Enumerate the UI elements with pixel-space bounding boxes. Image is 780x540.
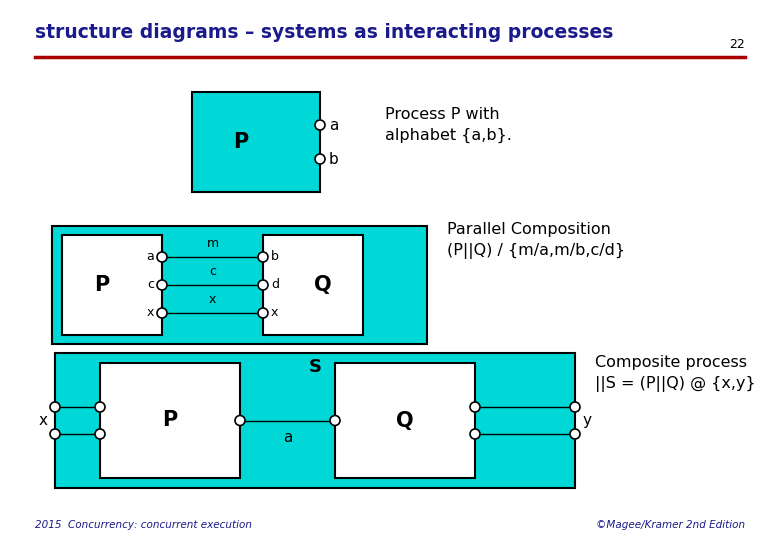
Text: b: b (271, 251, 279, 264)
Text: P: P (162, 410, 178, 430)
Circle shape (470, 429, 480, 439)
Bar (100, 363, 240, 478)
Circle shape (157, 308, 167, 318)
Text: P: P (94, 275, 110, 295)
Circle shape (315, 120, 325, 130)
Circle shape (570, 402, 580, 412)
Text: a: a (329, 118, 339, 132)
Circle shape (95, 402, 105, 412)
Text: S: S (309, 358, 321, 376)
Text: Parallel Composition
(P||Q) / {m/a,m/b,c/d}: Parallel Composition (P||Q) / {m/a,m/b,c… (447, 222, 625, 259)
Circle shape (235, 415, 245, 426)
Text: x: x (147, 307, 154, 320)
Circle shape (157, 252, 167, 262)
Text: Q: Q (396, 410, 414, 430)
Bar (55, 353, 575, 488)
Bar (62, 235, 162, 335)
Text: c: c (209, 265, 216, 278)
Text: Process P with
alphabet {a,b}.: Process P with alphabet {a,b}. (385, 107, 512, 143)
Text: ©Magee/Kramer 2nd Edition: ©Magee/Kramer 2nd Edition (596, 520, 745, 530)
Text: a: a (283, 430, 292, 445)
Circle shape (50, 429, 60, 439)
Circle shape (258, 308, 268, 318)
Bar (335, 363, 475, 478)
Text: Q: Q (314, 275, 332, 295)
Text: a: a (147, 251, 154, 264)
Bar (52, 226, 427, 344)
Text: x: x (209, 293, 216, 306)
Circle shape (157, 280, 167, 290)
Text: d: d (271, 279, 279, 292)
Circle shape (95, 429, 105, 439)
Circle shape (570, 429, 580, 439)
Text: P: P (233, 132, 248, 152)
Text: m: m (207, 237, 218, 250)
Text: structure diagrams – systems as interacting processes: structure diagrams – systems as interact… (35, 23, 613, 42)
Text: c: c (147, 279, 154, 292)
Text: b: b (329, 152, 339, 166)
Circle shape (315, 154, 325, 164)
Text: 2015  Concurrency: concurrent execution: 2015 Concurrency: concurrent execution (35, 520, 252, 530)
Circle shape (258, 280, 268, 290)
Text: x: x (38, 413, 48, 428)
Text: 22: 22 (729, 38, 745, 51)
Circle shape (330, 415, 340, 426)
Text: y: y (583, 413, 591, 428)
Circle shape (258, 252, 268, 262)
Text: Composite process
||S = (P||Q) @ {x,y}: Composite process ||S = (P||Q) @ {x,y} (595, 355, 756, 392)
Circle shape (470, 402, 480, 412)
Bar (263, 235, 363, 335)
Text: x: x (271, 307, 278, 320)
Bar (192, 92, 320, 192)
Circle shape (50, 402, 60, 412)
